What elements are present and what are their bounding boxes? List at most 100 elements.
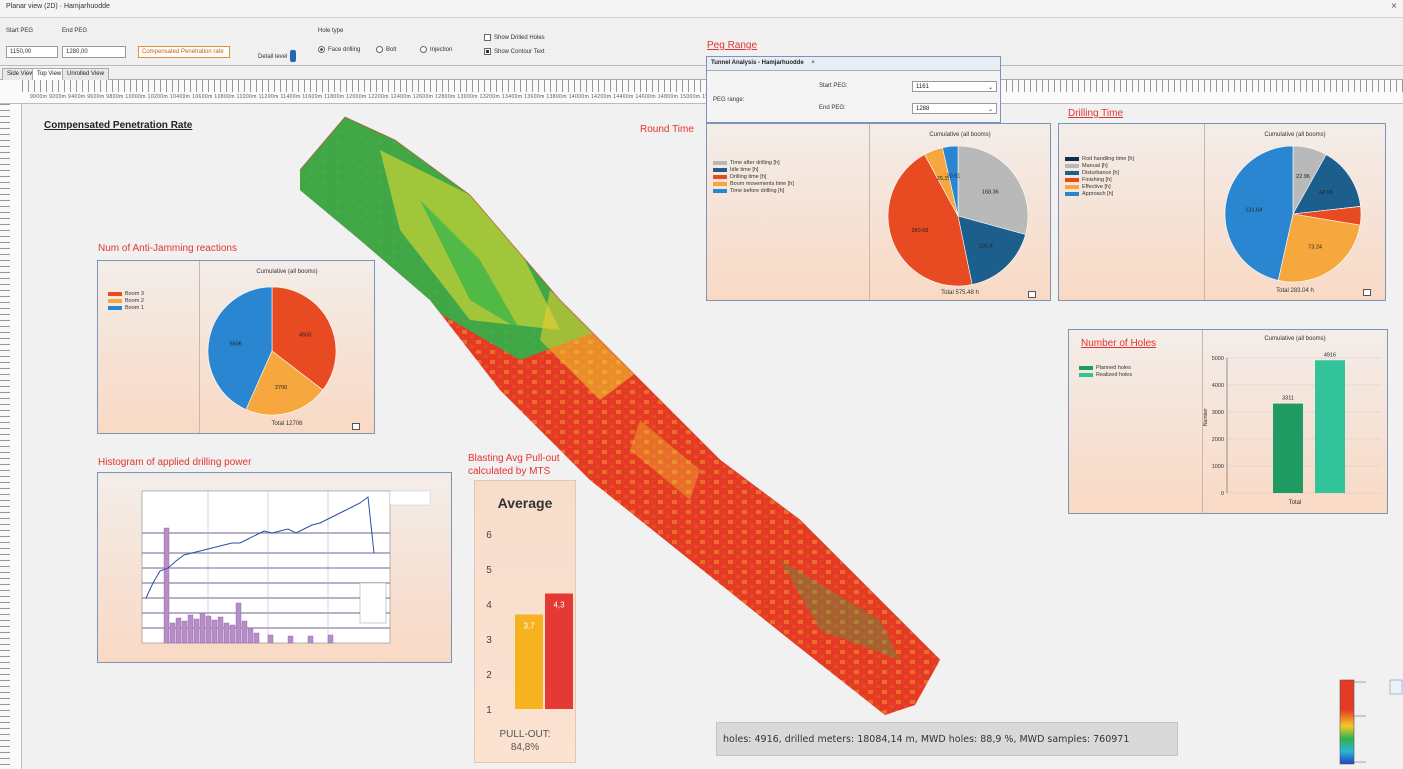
pie-value-label: 5506 [230, 341, 242, 347]
bar [545, 593, 573, 709]
legend-item: Boom 2 [108, 298, 144, 304]
toolbar: Start PEG End PEG 1150,00 1280,00 Compen… [0, 18, 1403, 66]
radio-face-drilling[interactable]: Face drilling [318, 46, 360, 53]
pie-value-label: 2700 [275, 385, 287, 391]
legend-item: Rod handling time [h] [1065, 156, 1134, 162]
radio-bolt[interactable]: Bolt [376, 46, 396, 53]
show-contour-text-checkbox[interactable]: Show Contour Text [484, 48, 545, 55]
pie-value-label: 131.64 [1245, 208, 1262, 214]
pull-out-text: PULL-OUT: 84,8% [475, 729, 575, 754]
round-time-pie: 168.36 100.8 260.68 25.1320.51 [887, 145, 1029, 287]
checkbox-checked-icon [484, 48, 491, 55]
radio-icon [420, 46, 427, 53]
pie-slice [957, 215, 1026, 285]
y-tick-label: 2 [486, 670, 492, 681]
blasting-title-1: Blasting Avg Pull-out [468, 453, 560, 464]
legend-label: Boom movements time [h] [730, 181, 794, 187]
ruler-labels: 9000m 9200m 9400m 9600m 9800m 10000m 102… [30, 94, 790, 100]
holes-panel: Number of Holes Planned holes Realized h… [1068, 329, 1388, 514]
pie-slice [1292, 154, 1361, 215]
drilling-time-legend: Rod handling time [h] Manual [h] Disturb… [1065, 156, 1134, 198]
start-peg-value: 1161 [916, 84, 929, 90]
anti-jamming-pie: 4500 2700 5506 [207, 286, 337, 416]
chart-cumulative-title: Cumulative (all booms) [1264, 336, 1326, 342]
peg-range-tab[interactable]: Tunnel Analysis - Hamjarhuodde × [707, 57, 1000, 71]
legend-label: Drilling time [h] [730, 174, 767, 180]
peg-range-window: Tunnel Analysis - Hamjarhuodde × PEG ran… [706, 56, 1001, 123]
legend-label: Effective [h] [1082, 184, 1111, 190]
legend-label: Manual [h] [1082, 163, 1108, 169]
legend-label: Boom 1 [125, 305, 144, 311]
legend-item: Idle time [h] [713, 167, 794, 173]
end-peg-input[interactable]: 1280,00 [62, 46, 126, 58]
round-time-legend: Time after drilling [h] Idle time [h] Dr… [713, 160, 794, 195]
radio-icon [376, 46, 383, 53]
parameter-select[interactable]: Compensated Penetration rate [138, 46, 230, 58]
legend-label: Disturbance [h] [1082, 170, 1119, 176]
tab-unrolled-view[interactable]: Unrolled View [62, 68, 109, 80]
holes-ylabel: Number [1203, 408, 1209, 426]
radio-injection[interactable]: Injection [420, 46, 452, 53]
pie-slice [1224, 145, 1294, 281]
radio-checked-icon [318, 46, 325, 53]
drilling-time-title: Drilling Time [1068, 108, 1124, 119]
legend-item: Effective [h] [1065, 184, 1134, 190]
bar-value-label: 4916 [1324, 352, 1336, 358]
drilling-time-pie: 22.96 42.68 73.24 131.64 [1224, 145, 1362, 283]
pie-value-label: 73.24 [1308, 245, 1322, 251]
holes-title: Number of Holes [1081, 338, 1157, 349]
chart-options-icon[interactable] [1363, 289, 1371, 296]
chart-cumulative-title: Cumulative (all booms) [256, 269, 318, 275]
window-titlebar: Planar view (2D) · Hamjarhuodde × [0, 0, 1403, 18]
chart-cumulative-title: Cumulative (all booms) [929, 132, 991, 138]
blasting-title-2: calculated by MTS [468, 466, 551, 477]
holes-chart-area: Cumulative (all booms) 0 1000 2000 3000 4000… [1202, 330, 1387, 513]
pie-value-label: 22.96 [1296, 174, 1310, 180]
histogram-panel [97, 472, 452, 663]
close-icon[interactable]: × [1391, 1, 1397, 12]
y-tick-label: 6 [486, 530, 492, 541]
radio-injection-label: Injection [430, 46, 453, 53]
y-tick-label: 3000 [1212, 410, 1224, 416]
legend-item: Planned holes [1079, 365, 1132, 371]
end-peg-label: End PEG: [819, 105, 846, 111]
chevron-down-icon: ⌄ [987, 107, 993, 113]
blasting-average-title: Average [497, 495, 553, 511]
round-time-chart-area: Cumulative (all booms) 168.36 100.8 260.68… [869, 124, 1050, 300]
legend-item: Boom 1 [108, 305, 144, 311]
show-drilled-holes-checkbox[interactable]: Show Drilled Holes [484, 34, 545, 41]
close-icon[interactable]: × [811, 60, 815, 66]
horizontal-ruler: 9000m 9200m 9400m 9600m 9800m 10000m 102… [0, 80, 1403, 104]
y-tick-label: 1000 [1212, 464, 1224, 470]
legend-item: Realized holes [1079, 372, 1132, 378]
bar-value-label: 3311 [1282, 396, 1294, 402]
detail-level-slider[interactable] [290, 50, 296, 62]
radio-bolt-label: Bolt [386, 46, 397, 53]
histogram-chart [141, 490, 431, 644]
holes-legend: Planned holes Realized holes [1079, 365, 1132, 379]
y-tick-label: 0 [1221, 491, 1224, 497]
y-tick-label: 2000 [1212, 437, 1224, 443]
bar-value-label: 4,3 [553, 601, 565, 610]
legend-label: Idle time [h] [730, 167, 759, 173]
legend-item: Time before drilling [h] [713, 188, 794, 194]
end-peg-select[interactable]: 1288 ⌄ [912, 103, 997, 114]
radio-face-label: Face drilling [328, 46, 361, 53]
chart-options-icon[interactable] [1028, 291, 1036, 298]
blasting-bar-chart: 1 2 3 4 5 6 3,7 4,3 [486, 530, 573, 716]
chart-options-icon[interactable] [352, 423, 360, 430]
legend-label: Finishing [h] [1082, 177, 1112, 183]
legend-label: Time before drilling [h] [730, 188, 785, 194]
bar [515, 614, 543, 709]
end-peg-label: End PEG [62, 28, 88, 34]
round-time-title: Round Time [640, 124, 694, 135]
drilling-time-chart-area: Cumulative (all booms) 22.96 42.68 73.24 13… [1204, 124, 1385, 300]
pie-value-label: 25.13 [937, 176, 951, 182]
view-tabs: Side View Top View Unrolled View [0, 66, 1403, 80]
pie-slice [207, 286, 273, 410]
vertical-ruler [0, 104, 22, 769]
start-peg-input[interactable]: 1150,00 [6, 46, 58, 58]
pie-value-label: 260.68 [911, 228, 928, 234]
start-peg-select[interactable]: 1161 ⌄ [912, 81, 997, 92]
